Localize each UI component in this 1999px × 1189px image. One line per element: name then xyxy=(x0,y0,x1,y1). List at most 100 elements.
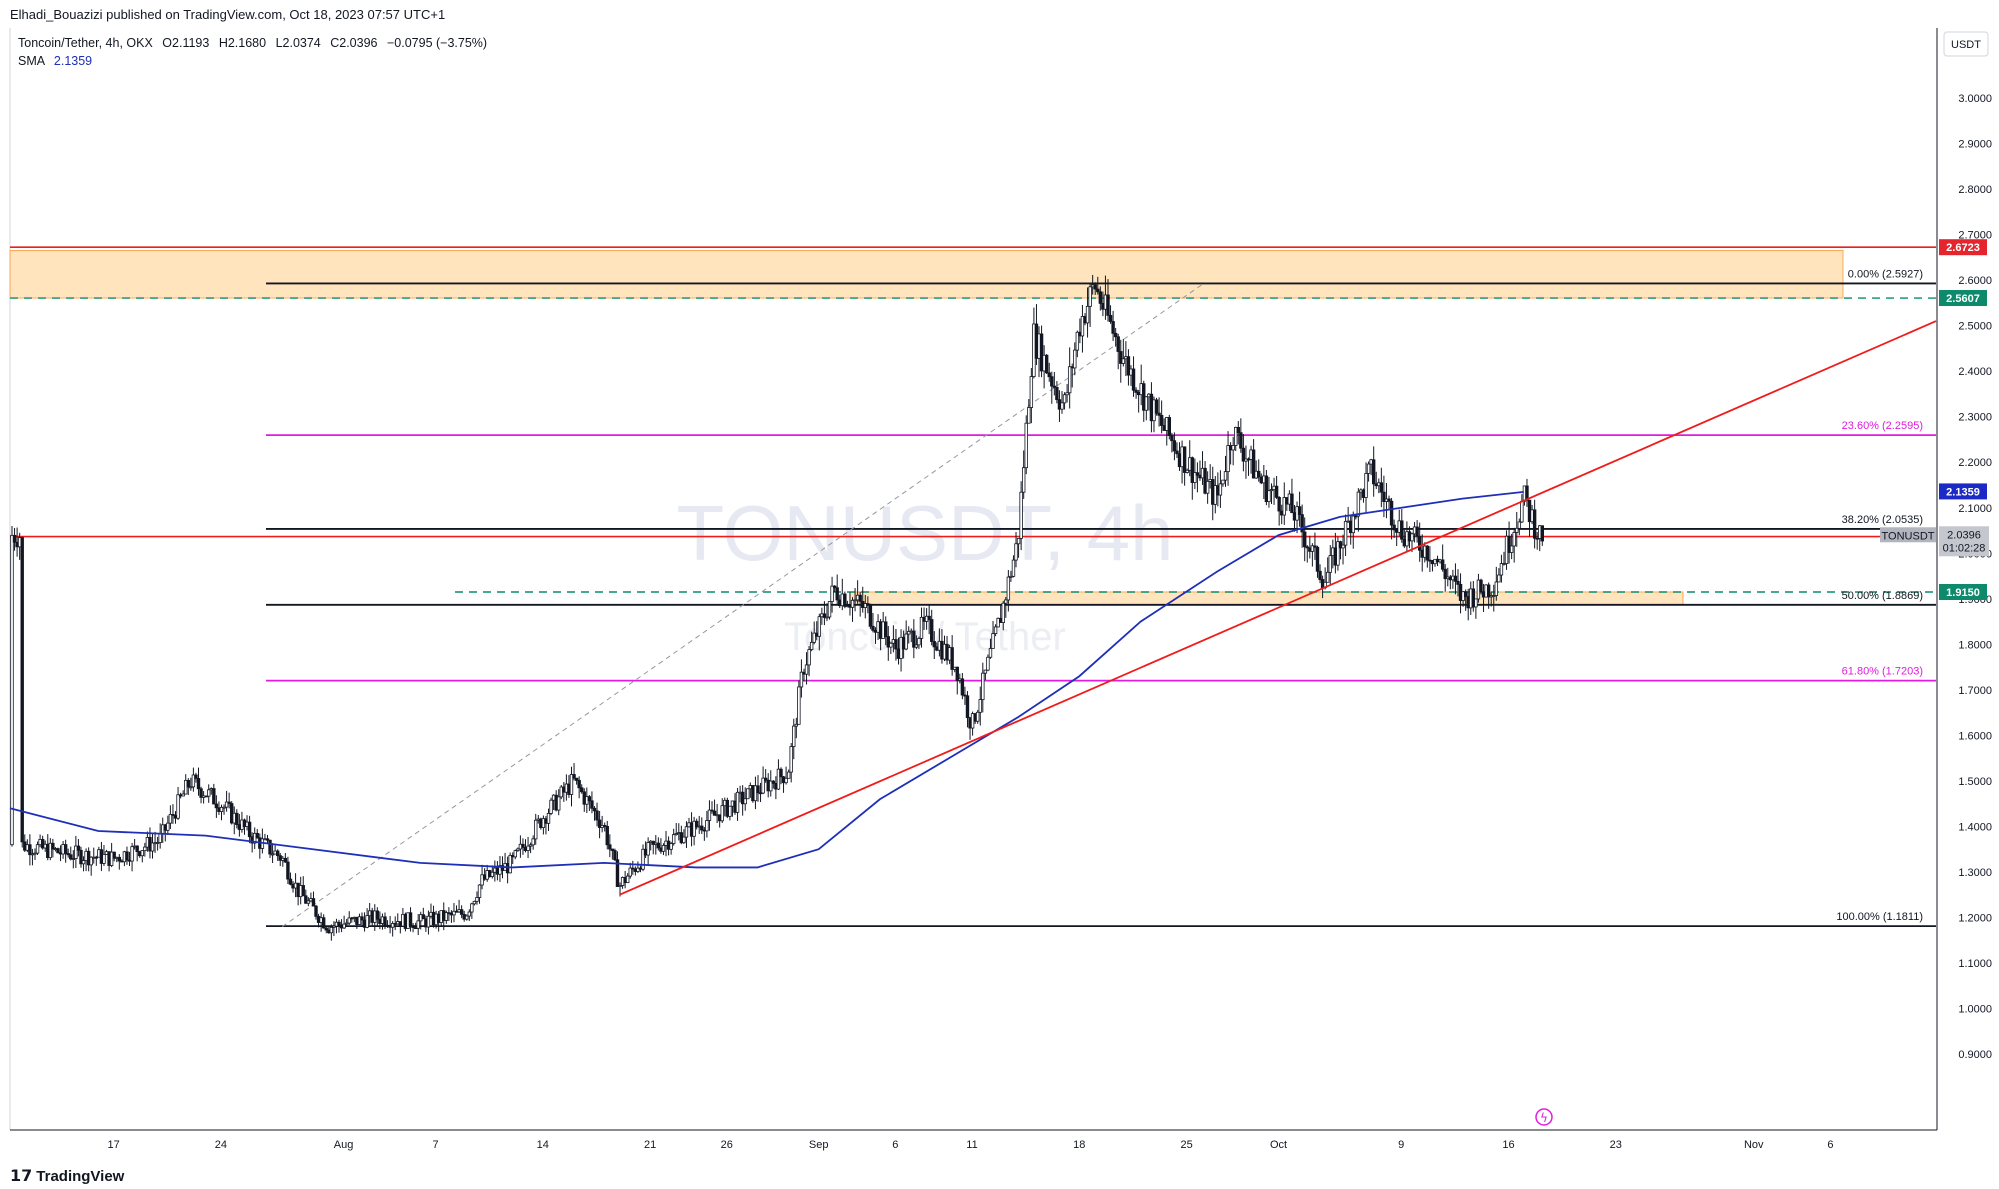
candle-body xyxy=(907,631,911,635)
candle-body xyxy=(930,619,934,642)
candle-body xyxy=(595,810,599,821)
candle-body xyxy=(1185,469,1189,473)
publish-info: Elhadi_Bouazizi published on TradingView… xyxy=(10,7,446,22)
candle-body xyxy=(171,814,175,816)
candle-body xyxy=(1520,500,1524,523)
currency-button[interactable] xyxy=(1943,31,1989,57)
candle-body xyxy=(521,843,525,848)
candle-body xyxy=(1067,366,1072,394)
x-axis-tick: 24 xyxy=(215,1139,227,1151)
candle-body xyxy=(976,711,980,722)
candle-body xyxy=(1356,491,1361,517)
candle-body xyxy=(176,794,180,819)
legend-symbol[interactable]: Toncoin/Tether, 4h, OKX xyxy=(18,36,153,50)
candle-body xyxy=(866,603,870,606)
candle-body xyxy=(1073,349,1077,369)
candle-body xyxy=(10,534,14,846)
legend-open: O2.1193 xyxy=(162,36,210,50)
x-axis-tick: 17 xyxy=(107,1139,119,1151)
candle-body xyxy=(1088,286,1092,307)
y-axis-tick: 1.0000 xyxy=(1958,1004,1992,1016)
candle-body xyxy=(991,633,995,649)
candle-body xyxy=(1108,314,1113,322)
candle-body xyxy=(858,594,862,602)
candle-body xyxy=(342,923,346,929)
candle-body xyxy=(314,905,318,917)
candle-body xyxy=(1341,544,1345,549)
x-axis-tick: 9 xyxy=(1398,1139,1404,1151)
candle-body xyxy=(383,916,387,926)
candle-body xyxy=(1190,457,1194,483)
candle-body xyxy=(56,848,60,854)
candle-body xyxy=(700,825,704,831)
candle-body xyxy=(270,853,275,856)
candle-body xyxy=(830,585,834,602)
x-axis-tick: 7 xyxy=(432,1139,438,1151)
candle-body xyxy=(79,849,83,865)
candle-body xyxy=(1366,463,1371,474)
y-axis-tick: 3.0000 xyxy=(1958,93,1992,105)
candle-body xyxy=(360,916,364,921)
candle-body xyxy=(12,534,17,543)
candle-body xyxy=(817,616,822,637)
candle-body xyxy=(329,927,334,934)
x-axis-tick: 25 xyxy=(1180,1139,1192,1151)
candle-body xyxy=(1029,376,1034,408)
candle-body xyxy=(1121,358,1126,364)
event-lightning-icon[interactable] xyxy=(1535,1108,1553,1126)
candle-body xyxy=(1343,521,1348,546)
candle-body xyxy=(1364,473,1368,498)
candle-body xyxy=(390,923,395,928)
candle-body xyxy=(919,616,924,639)
last-price-value: 2.0396 xyxy=(1947,529,1981,541)
candle-body xyxy=(181,793,185,797)
fib-level-label: 100.00% (1.1811) xyxy=(1836,911,1923,923)
candle-body xyxy=(1126,356,1131,376)
candle-body xyxy=(375,910,380,920)
candle-body xyxy=(894,639,898,650)
candle-body xyxy=(1371,459,1376,485)
candle-body xyxy=(288,878,293,885)
candle-body xyxy=(467,911,472,917)
candle-body xyxy=(1315,546,1320,572)
candle-body xyxy=(569,774,574,795)
bar-countdown: 01:02:28 xyxy=(1943,542,1986,554)
candle-body xyxy=(597,819,602,828)
candle-body xyxy=(628,867,632,877)
candle-body xyxy=(1019,491,1023,539)
candle-body xyxy=(1223,471,1228,481)
candle-body xyxy=(470,903,474,913)
candle-body xyxy=(1231,445,1235,451)
candle-body xyxy=(779,768,783,778)
candle-body xyxy=(1195,472,1200,476)
candle-body xyxy=(411,925,415,928)
candle-body xyxy=(912,630,916,648)
candle-body xyxy=(1006,576,1011,601)
legend-sma-label[interactable]: SMA xyxy=(18,54,45,68)
candle-body xyxy=(1144,396,1149,411)
x-axis-tick: Aug xyxy=(334,1139,354,1151)
candle-body xyxy=(324,927,328,931)
legend-sma-row: SMA 2.1359 xyxy=(18,52,487,70)
candle-body xyxy=(321,917,326,929)
candle-body xyxy=(1251,449,1256,479)
candle-body xyxy=(771,780,776,784)
lightning-glyph-icon: ϟ xyxy=(1540,1111,1548,1125)
candle-body xyxy=(1157,412,1161,416)
candle-body xyxy=(932,641,936,648)
candle-body xyxy=(1047,372,1051,378)
candle-body xyxy=(577,780,581,789)
candle-body xyxy=(712,810,717,816)
candle-body xyxy=(1009,575,1013,578)
fib-level-label: 38.20% (2.0535) xyxy=(1842,514,1923,526)
candle-body xyxy=(416,920,420,929)
candle-body xyxy=(827,601,832,618)
candle-body xyxy=(1415,526,1419,537)
candle-body xyxy=(1116,336,1120,352)
candle-body xyxy=(580,787,584,793)
candle-body xyxy=(1011,559,1016,577)
candle-body xyxy=(587,796,592,802)
price-axis-label xyxy=(1939,584,1987,601)
currency-button-label[interactable]: USDT xyxy=(1951,39,1981,51)
